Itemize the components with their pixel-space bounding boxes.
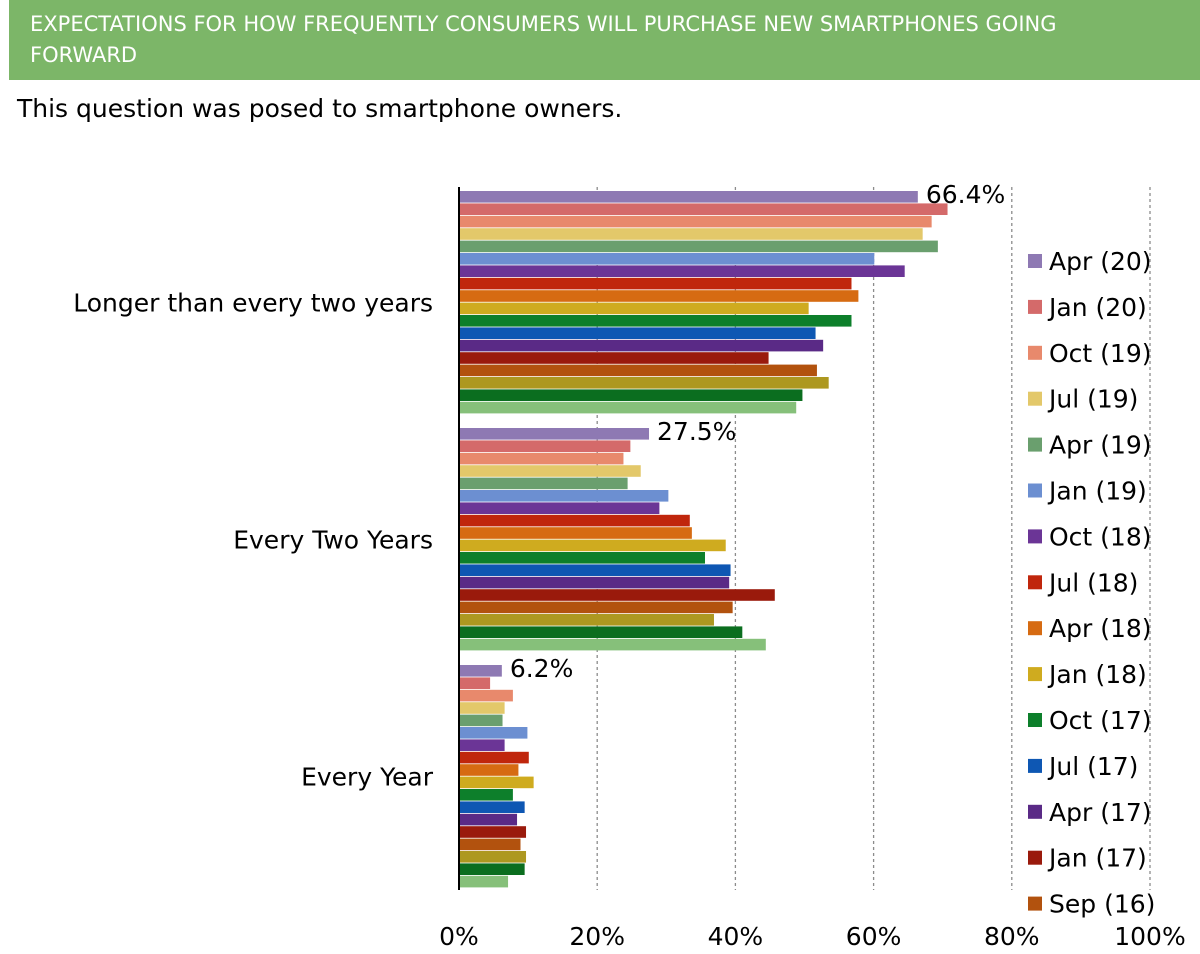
legend-label: Apr (19) (1049, 431, 1152, 460)
bar (459, 739, 505, 751)
bar (459, 601, 733, 614)
bar (459, 215, 932, 228)
bar (459, 665, 502, 677)
bar (459, 813, 518, 826)
legend-label: Jan (18) (1047, 660, 1147, 689)
bar (459, 801, 525, 813)
bar (459, 614, 714, 626)
legend-label: Jan (20) (1047, 293, 1147, 322)
x-tick-label: 40% (708, 922, 764, 951)
legend-label: Apr (20) (1049, 247, 1152, 276)
chart-title-banner: EXPECTATIONS FOR HOW FREQUENTLY CONSUMER… (9, 0, 1200, 80)
bar (459, 776, 534, 789)
data-label: 27.5% (657, 417, 736, 446)
bar (459, 240, 938, 253)
x-tick-label: 100% (1114, 922, 1185, 951)
bar (459, 440, 631, 452)
bar (459, 452, 624, 465)
x-tick-label: 80% (984, 922, 1040, 951)
legend-label: Oct (18) (1049, 522, 1152, 551)
bar (459, 228, 923, 240)
legend-swatch (1028, 804, 1042, 819)
legend-swatch (1028, 299, 1042, 314)
bar (459, 277, 852, 290)
legend-swatch (1028, 254, 1042, 268)
bar (459, 465, 641, 477)
bar (459, 826, 527, 838)
bar (459, 702, 505, 714)
bar (459, 727, 528, 739)
bar (459, 315, 852, 327)
legend-swatch (1028, 850, 1042, 865)
bar (459, 875, 509, 888)
bar (459, 789, 513, 801)
x-tick-label: 20% (569, 922, 625, 951)
bar (459, 290, 859, 302)
x-tick-label: 60% (846, 922, 902, 951)
bar (459, 377, 829, 389)
bar (459, 477, 628, 490)
bar (459, 428, 650, 440)
bar (459, 352, 769, 364)
legend-swatch (1028, 713, 1042, 727)
bar (459, 490, 669, 502)
bar (459, 689, 513, 702)
legend-swatch (1028, 667, 1042, 682)
legend-label: Oct (19) (1049, 339, 1152, 368)
bar (459, 764, 519, 776)
bar (459, 564, 731, 576)
legend-swatch (1028, 345, 1042, 360)
legend-label: Apr (17) (1049, 798, 1152, 827)
legend-label: Jul (19) (1047, 385, 1138, 414)
legend-label: Oct (17) (1049, 706, 1152, 735)
legend-label: Apr (18) (1049, 614, 1152, 643)
category-label: Longer than every two years (73, 289, 433, 318)
bar (459, 389, 803, 401)
legend-swatch (1028, 575, 1042, 590)
bar (459, 552, 705, 564)
bar (459, 851, 527, 863)
bar (459, 339, 824, 352)
bar (459, 327, 816, 339)
bar (459, 576, 730, 589)
bar (459, 863, 525, 875)
bar (459, 253, 875, 265)
bar (459, 203, 948, 215)
legend-swatch (1028, 896, 1042, 911)
legend-swatch (1028, 758, 1042, 773)
bar (459, 714, 503, 727)
legend-label: Jan (19) (1047, 477, 1147, 506)
bar (459, 302, 809, 315)
chart-subtitle: This question was posed to smartphone ow… (17, 94, 623, 123)
legend-swatch (1028, 483, 1042, 498)
bar (459, 638, 766, 651)
legend-label: Sep (16) (1049, 890, 1155, 919)
bar (459, 514, 690, 527)
legend-label: Jul (18) (1047, 568, 1138, 597)
bar (459, 502, 660, 514)
legend-swatch (1028, 621, 1042, 636)
legend-label: Jul (17) (1047, 752, 1138, 781)
data-label: 6.2% (510, 654, 574, 683)
category-label: Every Year (301, 763, 434, 792)
bar (459, 527, 692, 539)
legend-label: Jan (17) (1047, 844, 1147, 873)
bar (459, 265, 905, 277)
bar (459, 401, 797, 414)
legend-swatch (1028, 391, 1042, 406)
bar (459, 677, 491, 689)
category-label: Every Two Years (233, 526, 433, 555)
bar (459, 539, 726, 552)
bar (459, 589, 775, 601)
bar (459, 191, 918, 203)
bar (459, 626, 743, 638)
bar (459, 364, 817, 377)
chart-title: EXPECTATIONS FOR HOW FREQUENTLY CONSUMER… (30, 12, 1057, 67)
x-tick-label: 0% (439, 922, 479, 951)
legend-swatch (1028, 437, 1042, 452)
bar (459, 838, 521, 851)
bar (459, 751, 529, 764)
legend-swatch (1028, 529, 1042, 544)
